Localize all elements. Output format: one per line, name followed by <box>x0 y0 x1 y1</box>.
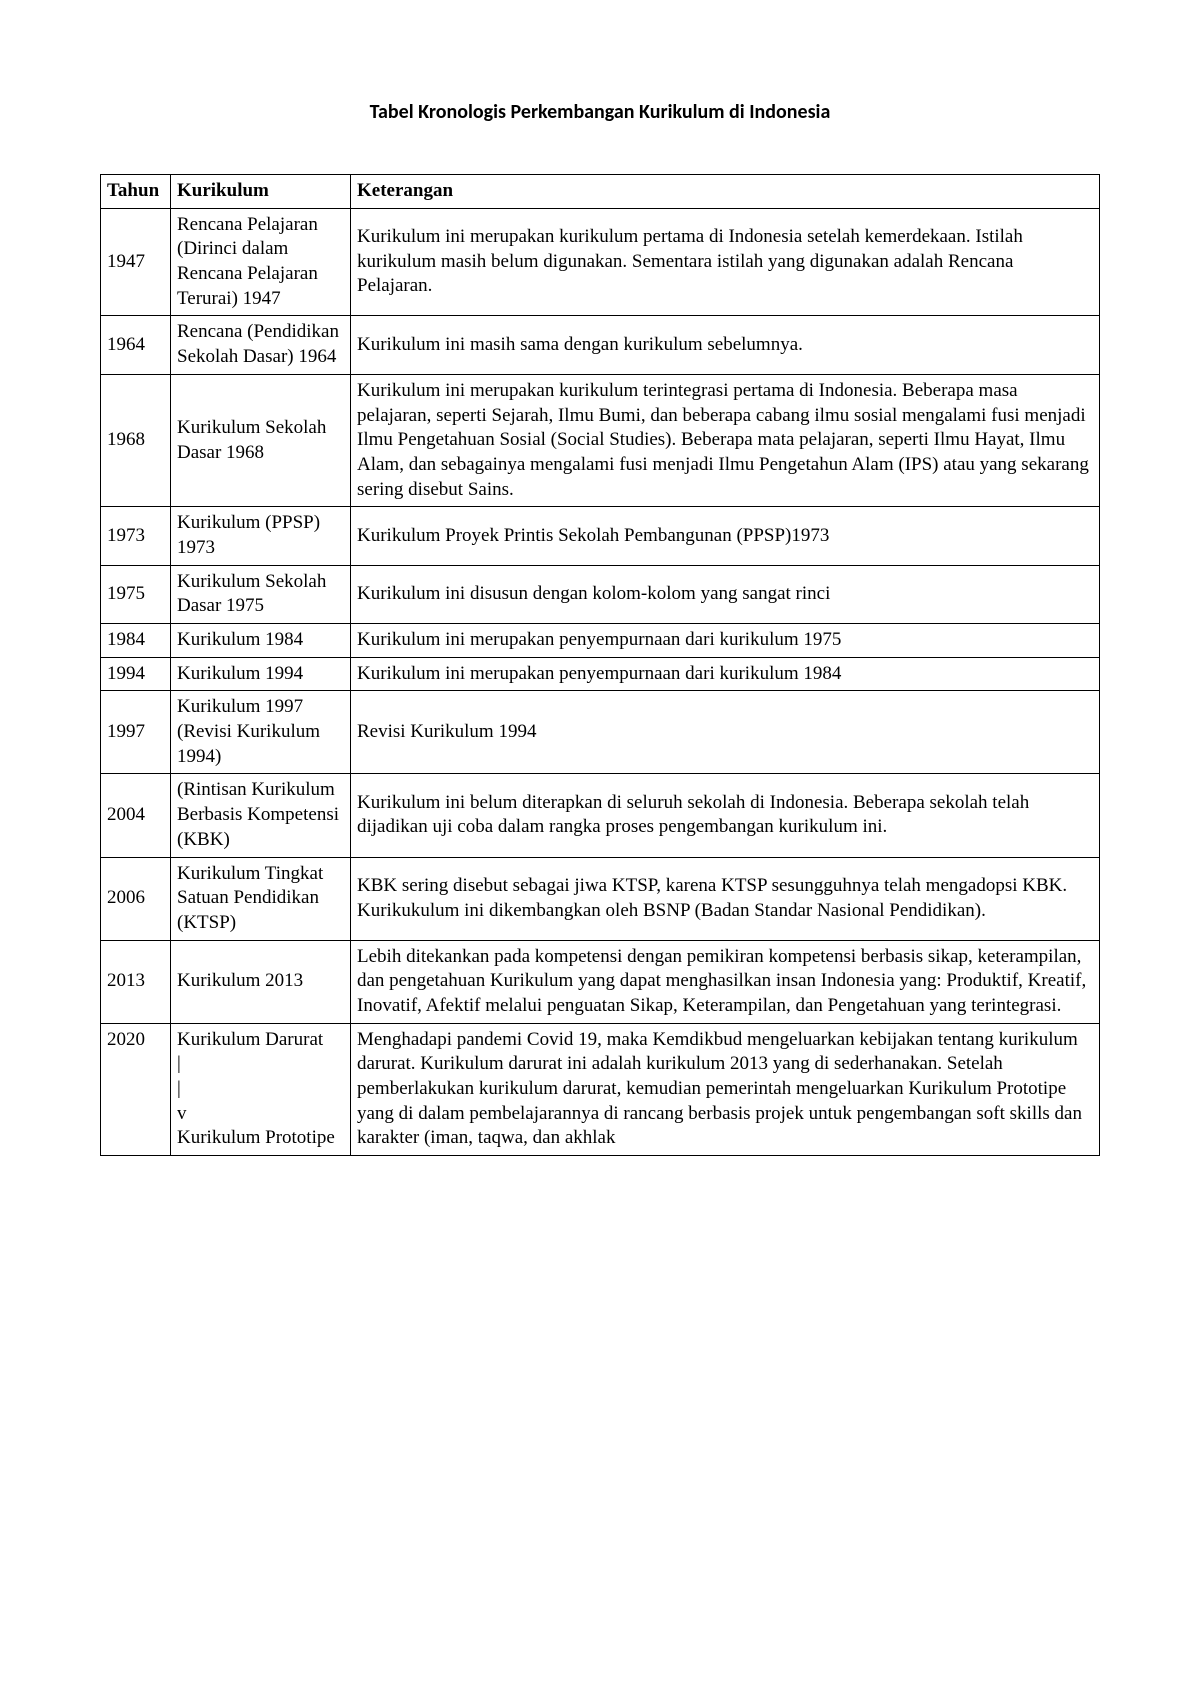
table-row: 2020 Kurikulum Darurat | | v Kurikulum P… <box>101 1023 1100 1155</box>
cell-keterangan: Menghadapi pandemi Covid 19, maka Kemdik… <box>351 1023 1100 1155</box>
cell-tahun: 2006 <box>101 857 171 940</box>
cell-kurikulum: Kurikulum Sekolah Dasar 1975 <box>171 565 351 623</box>
table-body: 1947 Rencana Pelajaran (Dirinci dalam Re… <box>101 208 1100 1155</box>
cell-keterangan: KBK sering disebut sebagai jiwa KTSP, ka… <box>351 857 1100 940</box>
cell-keterangan: Kurikulum ini belum diterapkan di seluru… <box>351 774 1100 857</box>
cell-kurikulum: Kurikulum 2013 <box>171 940 351 1023</box>
cell-kurikulum: Kurikulum 1984 <box>171 624 351 658</box>
cell-tahun: 2004 <box>101 774 171 857</box>
cell-tahun: 1997 <box>101 691 171 774</box>
cell-keterangan: Kurikulum ini masih sama dengan kurikulu… <box>351 316 1100 374</box>
table-row: 1994 Kurikulum 1994 Kurikulum ini merupa… <box>101 657 1100 691</box>
cell-keterangan: Kurikulum ini merupakan penyempurnaan da… <box>351 657 1100 691</box>
cell-tahun: 1968 <box>101 374 171 506</box>
cell-kurikulum: (Rintisan Kurikulum Berbasis Kompetensi … <box>171 774 351 857</box>
cell-keterangan: Kurikulum ini merupakan kurikulum terint… <box>351 374 1100 506</box>
curriculum-table: Tahun Kurikulum Keterangan 1947 Rencana … <box>100 174 1100 1156</box>
cell-keterangan: Kurikulum Proyek Printis Sekolah Pembang… <box>351 507 1100 565</box>
column-header-kurikulum: Kurikulum <box>171 175 351 209</box>
cell-keterangan: Kurikulum ini merupakan kurikulum pertam… <box>351 208 1100 316</box>
cell-kurikulum: Kurikulum 1997 (Revisi Kurikulum 1994) <box>171 691 351 774</box>
table-row: 2013 Kurikulum 2013 Lebih ditekankan pad… <box>101 940 1100 1023</box>
cell-kurikulum: Rencana (Pendidikan Sekolah Dasar) 1964 <box>171 316 351 374</box>
cell-kurikulum: Kurikulum Tingkat Satuan Pendidikan (KTS… <box>171 857 351 940</box>
cell-keterangan: Revisi Kurikulum 1994 <box>351 691 1100 774</box>
table-row: 2006 Kurikulum Tingkat Satuan Pendidikan… <box>101 857 1100 940</box>
cell-tahun: 1947 <box>101 208 171 316</box>
cell-kurikulum: Rencana Pelajaran (Dirinci dalam Rencana… <box>171 208 351 316</box>
cell-kurikulum: Kurikulum 1994 <box>171 657 351 691</box>
table-row: 1975 Kurikulum Sekolah Dasar 1975 Kuriku… <box>101 565 1100 623</box>
table-row: 1968 Kurikulum Sekolah Dasar 1968 Kuriku… <box>101 374 1100 506</box>
table-header-row: Tahun Kurikulum Keterangan <box>101 175 1100 209</box>
table-row: 1984 Kurikulum 1984 Kurikulum ini merupa… <box>101 624 1100 658</box>
page-title: Tabel Kronologis Perkembangan Kurikulum … <box>100 100 1100 124</box>
table-row: 1973 Kurikulum (PPSP) 1973 Kurikulum Pro… <box>101 507 1100 565</box>
table-row: 1947 Rencana Pelajaran (Dirinci dalam Re… <box>101 208 1100 316</box>
cell-kurikulum: Kurikulum (PPSP) 1973 <box>171 507 351 565</box>
cell-tahun: 1973 <box>101 507 171 565</box>
column-header-tahun: Tahun <box>101 175 171 209</box>
cell-keterangan: Kurikulum ini disusun dengan kolom-kolom… <box>351 565 1100 623</box>
cell-tahun: 1975 <box>101 565 171 623</box>
table-row: 1997 Kurikulum 1997 (Revisi Kurikulum 19… <box>101 691 1100 774</box>
cell-kurikulum: Kurikulum Sekolah Dasar 1968 <box>171 374 351 506</box>
cell-tahun: 1994 <box>101 657 171 691</box>
cell-tahun: 2020 <box>101 1023 171 1155</box>
cell-tahun: 1984 <box>101 624 171 658</box>
cell-tahun: 2013 <box>101 940 171 1023</box>
cell-tahun: 1964 <box>101 316 171 374</box>
cell-keterangan: Lebih ditekankan pada kompetensi dengan … <box>351 940 1100 1023</box>
cell-keterangan: Kurikulum ini merupakan penyempurnaan da… <box>351 624 1100 658</box>
column-header-keterangan: Keterangan <box>351 175 1100 209</box>
table-row: 1964 Rencana (Pendidikan Sekolah Dasar) … <box>101 316 1100 374</box>
cell-kurikulum: Kurikulum Darurat | | v Kurikulum Protot… <box>171 1023 351 1155</box>
table-row: 2004 (Rintisan Kurikulum Berbasis Kompet… <box>101 774 1100 857</box>
